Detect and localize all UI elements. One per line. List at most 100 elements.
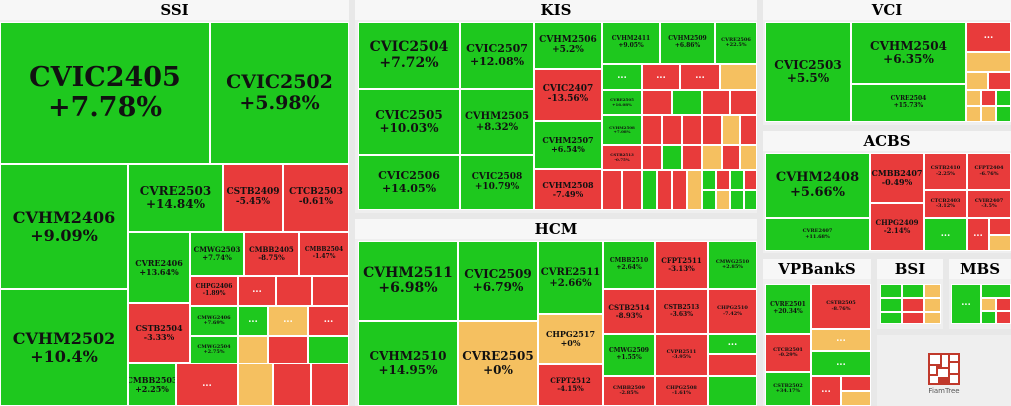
tile[interactable]: CVIC2504 +7.72% — [358, 22, 460, 89]
tile — [966, 72, 988, 90]
tile[interactable]: CMBB2405 -8.75% — [244, 232, 299, 276]
tile[interactable]: CVIC2505 +10.03% — [358, 89, 460, 155]
tile[interactable]: CVRE2505 +0% — [458, 321, 538, 406]
tile — [730, 170, 744, 190]
tile[interactable]: CFPT2512 -4.15% — [538, 364, 603, 406]
tile[interactable]: CSTB2504 -3.33% — [128, 303, 190, 363]
tile[interactable]: CHPG2508 -1.61% — [655, 376, 708, 406]
tile[interactable]: CTCB2501 -0.29% — [765, 334, 811, 372]
tile[interactable]: CVHM2411 +9.05% — [602, 22, 660, 64]
tile[interactable]: CMWG2503 +7.74% — [190, 232, 244, 276]
tile[interactable]: CVHM2508 +7.08% — [602, 115, 642, 145]
tile[interactable]: CVRE2504 +15.73% — [851, 84, 966, 122]
tile[interactable]: CMBB2510 +2.64% — [603, 241, 655, 289]
tile[interactable]: CVHM2502 +10.4% — [0, 289, 128, 406]
tile[interactable]: CSTB2502 +34.17% — [765, 372, 811, 406]
tile — [662, 115, 682, 145]
panel-hcm: HCM CVHM2511 +6.98% CVIC2509 +6.79% CVRE25… — [355, 219, 757, 406]
tile[interactable]: CVIC2506 +14.05% — [358, 155, 460, 210]
treemap-vci: CVIC2503 +5.5% CVHM2504 +6.35% ... CVRE250… — [763, 20, 1011, 125]
tile-more[interactable]: ... — [951, 284, 981, 324]
tile[interactable]: CVIC2407 -13.56% — [534, 69, 602, 121]
tile[interactable]: CVRE2501 +20.34% — [765, 284, 811, 334]
tile[interactable]: CTCB2503 -0.61% — [283, 164, 349, 232]
tile[interactable]: CMWG2509 +1.55% — [603, 334, 655, 376]
tile[interactable]: CVIC2502 +5.98% — [210, 22, 349, 164]
tile[interactable]: CVHM2511 +6.98% — [358, 241, 458, 321]
tile[interactable]: CVRE2511 +2.66% — [538, 241, 603, 314]
tile[interactable]: CSTB2505 -8.76% — [811, 284, 871, 329]
tile[interactable]: CFPT2404 -6.76% — [967, 153, 1011, 190]
tile[interactable]: CMWG2406 +7.69% — [190, 306, 238, 336]
tile-more[interactable]: ... — [238, 276, 276, 306]
tile[interactable]: CSTB2410 -2.25% — [924, 153, 967, 190]
tile[interactable]: CVHM2505 +8.32% — [460, 89, 534, 155]
tile[interactable]: CVHM2408 +5.66% — [765, 153, 870, 218]
tile[interactable]: CVIC2507 +12.08% — [460, 22, 534, 89]
tile[interactable]: CVHM2504 +6.35% — [851, 22, 966, 84]
tile[interactable]: CTCB2403 -3.12% — [924, 190, 967, 218]
tile[interactable]: CHPG2510 -7.42% — [708, 289, 757, 334]
tile[interactable]: CMBB2509 -2.85% — [603, 376, 655, 406]
tile — [996, 90, 1011, 106]
tile[interactable]: CSTB2513 -3.63% — [655, 289, 708, 334]
tile-more[interactable]: ... — [176, 363, 238, 406]
tile-more[interactable]: ... — [238, 306, 268, 336]
tile[interactable]: CHPG2409 -2.14% — [870, 203, 924, 251]
tile[interactable]: CVIC2503 +5.5% — [765, 22, 851, 122]
tile[interactable]: CSTB2513 -0.75% — [602, 145, 642, 170]
tile[interactable]: CVHM2406 +9.09% — [0, 164, 128, 289]
tile-more[interactable]: ... — [811, 351, 871, 376]
tile[interactable]: CMWG2504 +2.75% — [190, 336, 238, 364]
panel-title: ACBS — [763, 131, 1011, 151]
tile[interactable]: CVHM2509 +6.86% — [660, 22, 715, 64]
tile[interactable]: CVHM2510 +14.95% — [358, 321, 458, 406]
tile — [880, 312, 902, 324]
panel-title: VCI — [763, 0, 1011, 20]
tile[interactable]: CVPB2511 -3.95% — [655, 334, 708, 376]
tile[interactable]: CVIC2405 +7.78% — [0, 22, 210, 164]
tile-more[interactable]: ... — [708, 334, 757, 354]
tile-more[interactable]: ... — [602, 64, 642, 90]
tile[interactable]: CMBB2504 -1.47% — [299, 232, 349, 276]
tile[interactable]: CVRE2506 +22.5% — [715, 22, 757, 64]
tile — [981, 298, 996, 311]
tile[interactable]: CVRE2407 +11.68% — [765, 218, 870, 251]
tile[interactable]: CVHM2506 +5.2% — [534, 22, 602, 69]
tile — [924, 284, 941, 298]
tile[interactable]: CMBB2407 -0.49% — [870, 153, 924, 203]
tile[interactable]: CVIC2509 +6.79% — [458, 241, 538, 321]
tile-more[interactable]: ... — [924, 218, 967, 251]
tile — [744, 170, 757, 190]
tile[interactable]: CVHM2507 +6.54% — [534, 121, 602, 169]
treemap-vpbanks: CVRE2501 +20.34% CSTB2505 -8.76% ... CTCB2… — [763, 279, 871, 406]
tile[interactable]: CSTB2409 -5.45% — [223, 164, 283, 232]
tile-more[interactable]: ... — [308, 306, 349, 336]
tile-more[interactable]: ... — [268, 306, 308, 336]
tile[interactable]: CVHM2508 -7.49% — [534, 169, 602, 210]
tile[interactable]: CVRE2503 +14.84% — [128, 164, 223, 232]
tile[interactable]: CMBB2503 +2.25% — [128, 363, 176, 406]
tile-more[interactable]: ... — [967, 218, 989, 251]
tile[interactable]: CHPG2517 +0% — [538, 314, 603, 364]
tile — [996, 298, 1011, 311]
tile[interactable]: CMWG2510 +2.85% — [708, 241, 757, 289]
tile[interactable]: CFPT2511 -3.13% — [655, 241, 708, 289]
tile[interactable]: CVIB2407 -3.5% — [967, 190, 1011, 218]
tile-more[interactable]: ... — [642, 64, 680, 90]
tile[interactable]: CVRE2505 +16.08% — [602, 90, 642, 115]
tile[interactable]: CHPG2406 -1.89% — [190, 276, 238, 306]
tile-more[interactable]: ... — [811, 376, 841, 406]
tile[interactable]: CSTB2514 -8.93% — [603, 289, 655, 334]
tile-more[interactable]: ... — [966, 22, 1011, 52]
tile[interactable]: CVRE2406 +13.64% — [128, 232, 190, 303]
tile — [708, 376, 757, 406]
tile-more[interactable]: ... — [680, 64, 720, 90]
panel-title: VPBankS — [763, 259, 871, 279]
tile — [662, 145, 682, 170]
tile — [740, 115, 757, 145]
tile[interactable]: CVIC2508 +10.79% — [460, 155, 534, 210]
tile-more[interactable]: ... — [811, 329, 871, 351]
tile — [880, 298, 902, 312]
tile — [841, 376, 871, 391]
